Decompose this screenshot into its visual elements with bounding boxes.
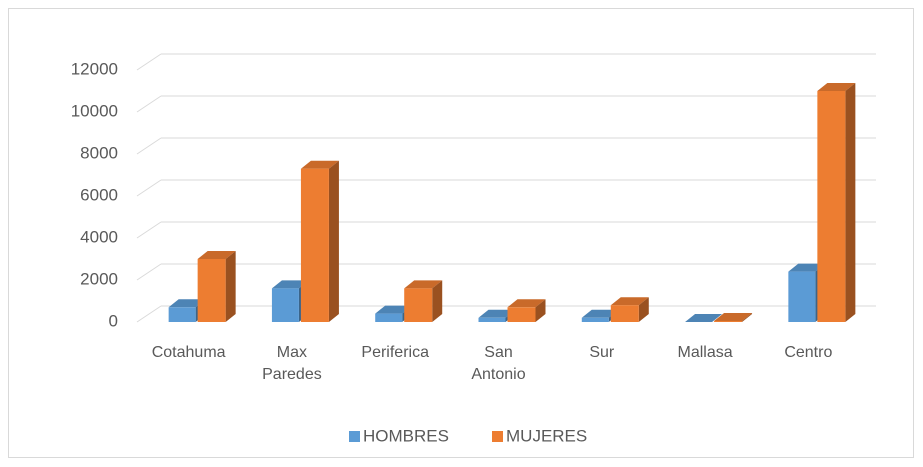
bar — [507, 307, 536, 322]
bar — [404, 288, 433, 322]
bar — [610, 305, 639, 322]
bar-top — [714, 312, 753, 321]
x-tick-label: Max Paredes — [262, 344, 322, 383]
bar-top — [300, 160, 339, 169]
y-tick-label: 12000 — [71, 59, 118, 78]
y-tick-label: 8000 — [80, 143, 118, 162]
legend-swatch — [492, 431, 503, 442]
bar-side — [432, 280, 443, 322]
grid-line-side — [136, 53, 162, 71]
y-tick-label: 6000 — [80, 185, 118, 204]
bar — [168, 307, 196, 322]
legend-label: HOMBRES — [363, 426, 449, 445]
bar-top — [168, 299, 206, 308]
x-tick-label: Sur — [589, 344, 615, 361]
bar — [581, 317, 609, 322]
bar-top — [788, 263, 826, 272]
bar — [375, 313, 403, 322]
bar — [197, 259, 226, 322]
x-tick-label: Mallasa — [677, 344, 733, 361]
bar-side — [535, 299, 546, 322]
grid-line-side — [136, 305, 162, 323]
bar — [788, 271, 816, 322]
bar-side — [845, 83, 856, 322]
bar-top — [507, 299, 546, 308]
bar-top — [375, 305, 413, 314]
bar-top — [404, 280, 443, 289]
bar-side — [638, 297, 649, 322]
y-tick-label: 0 — [109, 311, 118, 330]
grid-line-side — [136, 95, 162, 113]
grid-line-side — [136, 137, 162, 155]
x-tick-label: Cotahuma — [151, 344, 226, 361]
legend-swatch — [349, 431, 360, 442]
bar-side — [328, 160, 339, 322]
bar-top — [610, 297, 649, 306]
x-tick-label: Periferica — [361, 344, 429, 361]
y-tick-label: 4000 — [80, 227, 118, 246]
bar — [714, 320, 743, 322]
legend-label: MUJERES — [506, 426, 587, 445]
y-tick-label: 2000 — [80, 269, 118, 288]
bar-top — [581, 309, 619, 318]
grid-line-side — [136, 221, 162, 239]
bar-side — [742, 312, 753, 322]
grid-line-side — [136, 263, 162, 281]
chart-border — [8, 8, 914, 458]
bar-side — [225, 251, 236, 322]
bar — [817, 91, 846, 322]
grid-line-side — [136, 179, 162, 197]
x-tick-label: Centro — [784, 344, 833, 361]
x-tick-label: San Antonio — [471, 344, 526, 383]
bar-top — [271, 280, 309, 289]
bar — [300, 168, 329, 322]
bar — [478, 317, 506, 322]
bar-top — [685, 314, 723, 322]
y-tick-label: 10000 — [71, 101, 118, 120]
bar — [271, 288, 299, 322]
bar-top — [817, 83, 856, 91]
bar-top — [478, 309, 516, 318]
bar-top — [197, 251, 236, 259]
